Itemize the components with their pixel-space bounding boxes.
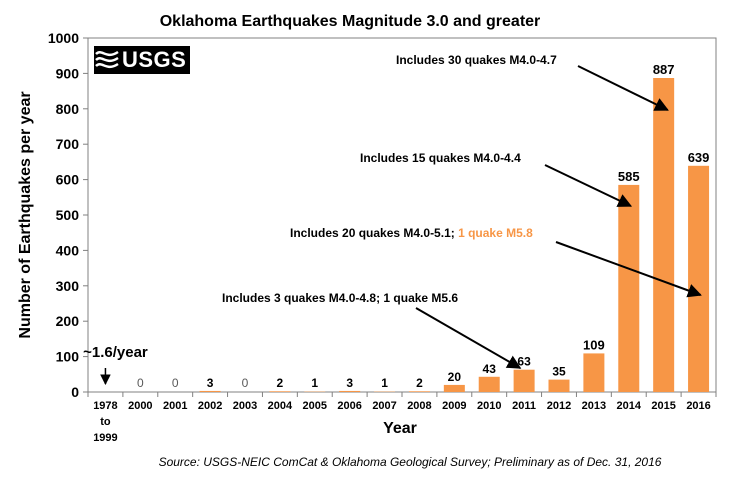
x-tick-label: 2013	[582, 400, 606, 412]
bar	[269, 391, 290, 392]
bar	[200, 391, 221, 392]
annotation-text: Includes 20 quakes M4.0-5.1; 1 quake M5.…	[290, 226, 533, 240]
bar	[618, 185, 639, 392]
x-tick-label: 2016	[686, 400, 710, 412]
annotation-text: Includes 30 quakes M4.0-4.7	[396, 53, 557, 67]
bar	[653, 78, 674, 392]
x-tick-label: 2010	[477, 400, 501, 412]
y-tick-label: 0	[71, 384, 79, 400]
y-tick-label: 900	[56, 65, 80, 81]
bar	[688, 166, 709, 392]
x-tick-label: 2006	[337, 400, 361, 412]
data-label: 0	[172, 376, 179, 390]
bar	[514, 370, 535, 392]
data-label: 1	[381, 376, 388, 390]
source-note: Source: USGS-NEIC ComCat & Oklahoma Geol…	[159, 455, 662, 469]
data-label: 2	[416, 376, 423, 390]
bar	[583, 353, 604, 392]
bar	[549, 380, 570, 392]
annotation-text: Includes 15 quakes M4.0-4.4	[360, 151, 521, 165]
y-tick-label: 800	[56, 101, 80, 117]
data-label: 585	[618, 169, 640, 184]
y-tick-label: 100	[56, 349, 80, 365]
annotation-text: Includes 3 quakes M4.0-4.8; 1 quake M5.6	[222, 291, 458, 305]
x-axis-label: Year	[383, 420, 417, 437]
x-tick-label: 2001	[163, 400, 187, 412]
data-label: 887	[653, 62, 675, 77]
bar	[444, 385, 465, 392]
data-label: 35	[552, 365, 566, 379]
y-tick-label: 200	[56, 313, 80, 329]
x-tick-label: 2000	[128, 400, 152, 412]
x-tick-label: 2014	[617, 400, 642, 412]
data-label: 0	[137, 376, 144, 390]
annotation-text-part: Includes 20 quakes M4.0-5.1;	[290, 226, 458, 240]
y-tick-label: 300	[56, 278, 80, 294]
data-label: 1	[311, 376, 318, 390]
bar	[409, 391, 430, 392]
y-axis-label: Number of Earthquakes per year	[17, 91, 34, 338]
x-tick-label: 2004	[268, 400, 293, 412]
usgs-logo: USGS	[94, 46, 190, 74]
y-tick-label: 400	[56, 242, 80, 258]
annotation-highlight: 1 quake M5.8	[458, 226, 533, 240]
bar	[339, 391, 360, 392]
data-label: 43	[483, 362, 497, 376]
y-tick-label: 1000	[48, 30, 79, 46]
data-label: 0	[242, 376, 249, 390]
usgs-wave-icon	[94, 46, 120, 74]
bar	[479, 377, 500, 392]
chart-title: Oklahoma Earthquakes Magnitude 3.0 and g…	[160, 13, 541, 30]
x-tick-label: 2009	[442, 400, 466, 412]
data-label: 3	[207, 376, 214, 390]
x-tick-label: 1999	[93, 432, 117, 444]
x-tick-label: 2002	[198, 400, 222, 412]
x-tick-label: 2012	[547, 400, 571, 412]
x-tick-label: 2005	[303, 400, 327, 412]
x-tick-label: 2011	[512, 400, 536, 412]
y-tick-label: 700	[56, 136, 80, 152]
x-tick-label: 2003	[233, 400, 257, 412]
data-label: 639	[688, 150, 710, 165]
x-tick-label: 1978	[93, 400, 117, 412]
annotation-arrow	[416, 308, 520, 368]
x-tick-label: 2007	[372, 400, 396, 412]
usgs-logo-text: USGS	[120, 47, 186, 73]
data-label: 109	[583, 337, 605, 352]
y-tick-label: 600	[56, 172, 80, 188]
data-label: 2	[277, 376, 284, 390]
data-label: 20	[448, 370, 462, 384]
x-tick-label: to	[100, 416, 111, 428]
y-tick-label: 500	[56, 207, 80, 223]
data-label: 3	[346, 376, 353, 390]
x-tick-label: 2008	[407, 400, 431, 412]
x-tick-label: 2015	[651, 400, 675, 412]
data-label: ~1.6/year	[83, 344, 148, 361]
